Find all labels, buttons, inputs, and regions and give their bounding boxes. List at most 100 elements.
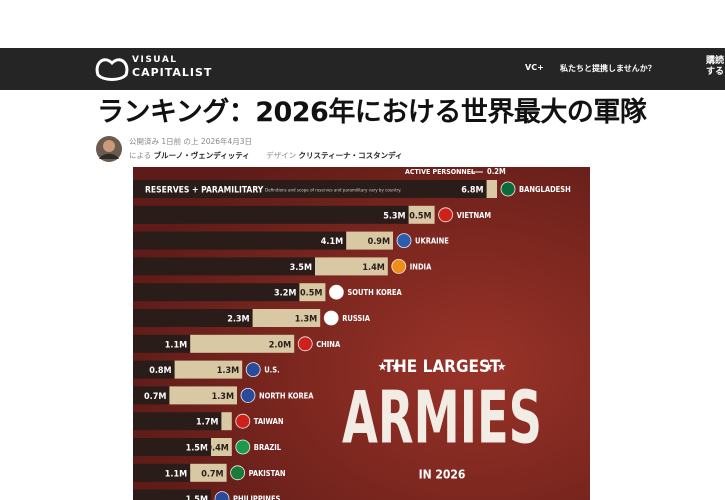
category-label: U.S. [264,366,279,375]
byline: による ブルーノ・ヴェンディッティ デザイン クリスティーナ・コスタンディ [129,150,403,161]
value-label: 1.1M [165,340,187,350]
bar [133,205,409,224]
flag [214,491,230,500]
bar [133,309,253,327]
category-label: TAIWAN [254,417,284,426]
flag [391,259,407,274]
bar [486,180,497,198]
value-label: 1.3M [212,392,234,402]
category-label: VIETNAM [457,211,492,220]
value-label: 2.0M [269,340,291,350]
flag [323,310,339,326]
logo-icon[interactable] [94,53,130,83]
value-label: 0.2M [487,167,506,176]
value-label: 0.8M [149,366,171,376]
article-title: ランキング：2026年における世界最大の軍隊 [97,97,647,128]
chart-title: IN 2026 [419,468,466,482]
bar [252,309,321,327]
flag [328,284,344,300]
subscribe-button[interactable]: 購読する [706,56,725,77]
author-avatar [96,136,122,162]
value-label: 3.2M [274,289,296,299]
chart-title: ARMIES [342,376,542,460]
value-label: 1.5M [186,495,208,500]
bar [190,463,227,482]
bar [174,360,243,379]
value-label: 5.3M [383,211,405,221]
bar [133,257,315,276]
designer[interactable]: クリスティーナ・コスタンディ [298,151,403,160]
category-label: PAKISTAN [249,469,286,478]
value-label: 0.5M [300,289,322,299]
bar [315,257,388,276]
bar [133,231,347,250]
value-label: 1.5M [186,444,208,454]
bar [133,438,211,456]
value-label: 0.9M [368,237,390,247]
flag [396,233,412,248]
flag [438,207,454,223]
bar [133,463,191,482]
category-label: SOUTH KOREA [347,288,402,297]
chart: ★ ★ ★ ★ THE LARGEST ARMIES IN 2026 6.8M B… [133,167,590,500]
flag [235,439,251,455]
value-label: 1.7M [196,418,218,428]
nav-bar: VISUAL CAPITALIST VC+ 私たちと提携しませんか？ 購読する [0,48,725,90]
bar [169,386,237,405]
category-label: RUSSIA [342,314,371,323]
category-label: NORTH KOREA [259,391,314,400]
value-label: 4.1M [321,237,343,247]
bar [133,360,175,379]
bar [211,438,232,456]
bar [299,283,326,302]
flag [500,181,516,197]
bar [190,334,295,353]
value-label: 0.4M [206,444,228,454]
category-label: PHILIPPINES [233,495,281,500]
bar [408,205,435,224]
value-label: 0.5M [409,211,431,221]
flag [235,413,251,429]
value-label: 1.1M [165,469,187,479]
category-label: INDIA [410,262,432,271]
author[interactable]: ブルーノ・ヴェンディッティ [153,151,250,160]
nav-link[interactable]: 私たちと提携しませんか？ [560,64,656,73]
value-label: 6.8M [461,186,483,196]
bar [133,180,487,198]
flag [230,465,245,481]
bar [133,334,191,353]
category-label: BRAZIL [254,443,282,452]
flag [245,362,261,378]
published-date: 公開済み 1日前 の上 2026年4月3日 [129,137,253,146]
logo-top[interactable]: VISUAL [132,55,178,65]
by-label: による [129,151,152,160]
value-label: 0.7M [144,392,166,402]
bar [133,386,170,405]
value-label: 1.3M [295,315,317,325]
flag [297,336,313,352]
flag [240,387,256,403]
value-label: 3.5M [290,263,312,273]
bar [221,412,232,431]
category-label: CHINA [316,340,341,349]
note: Definitions and scope of reserves and pa… [265,188,401,194]
bar [133,489,211,500]
value-label: 1.4M [362,263,384,273]
category-label: UKRAINE [415,237,449,246]
decoration: ★ ★ [484,360,507,374]
logo-bottom[interactable]: CAPITALIST [132,66,213,79]
nav-link[interactable]: VC+ [525,63,544,72]
design-label: デザイン [266,151,297,160]
value-label: 1.3M [217,366,239,376]
category-label: BANGLADESH [519,185,571,194]
decoration: ★ ★ [378,360,401,374]
legend-label: ACTIVE PERSONNEL [405,168,475,176]
value-label: 2.3M [227,315,249,325]
value-label: 0.7M [201,469,223,479]
bar [346,231,393,250]
chart-title: THE LARGEST [384,357,501,377]
bar [133,283,300,302]
legend-label: RESERVES + PARAMILITARY [145,186,264,196]
bar [133,412,222,431]
